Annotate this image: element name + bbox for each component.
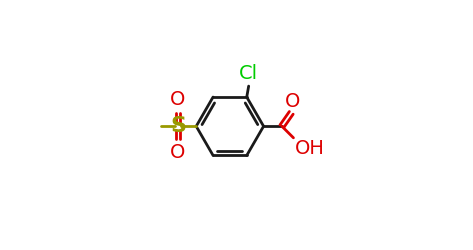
Text: O: O [285, 92, 300, 111]
Text: O: O [170, 143, 185, 162]
Text: O: O [170, 90, 185, 109]
Text: Cl: Cl [239, 64, 258, 83]
Text: OH: OH [295, 139, 325, 158]
Text: S: S [170, 116, 186, 136]
